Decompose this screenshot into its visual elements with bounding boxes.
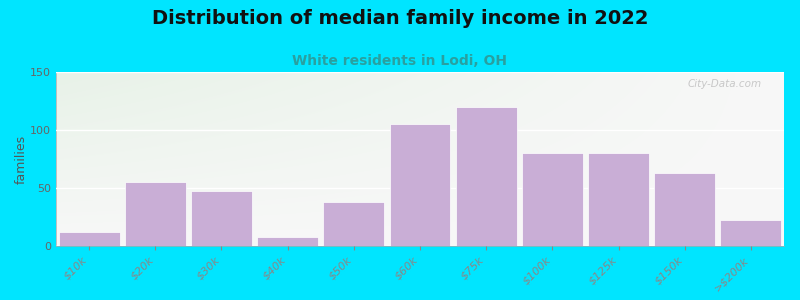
Bar — [390, 124, 450, 246]
Bar — [323, 202, 384, 246]
Bar — [588, 153, 649, 246]
Bar — [58, 232, 119, 246]
Bar — [522, 153, 583, 246]
Text: City-Data.com: City-Data.com — [688, 79, 762, 89]
Y-axis label: families: families — [14, 134, 27, 184]
Bar — [654, 173, 715, 246]
Bar — [125, 182, 186, 246]
Text: Distribution of median family income in 2022: Distribution of median family income in … — [152, 9, 648, 28]
Text: White residents in Lodi, OH: White residents in Lodi, OH — [293, 54, 507, 68]
Bar — [191, 191, 252, 246]
Bar — [257, 237, 318, 246]
Bar — [456, 107, 517, 246]
Bar — [721, 220, 782, 246]
